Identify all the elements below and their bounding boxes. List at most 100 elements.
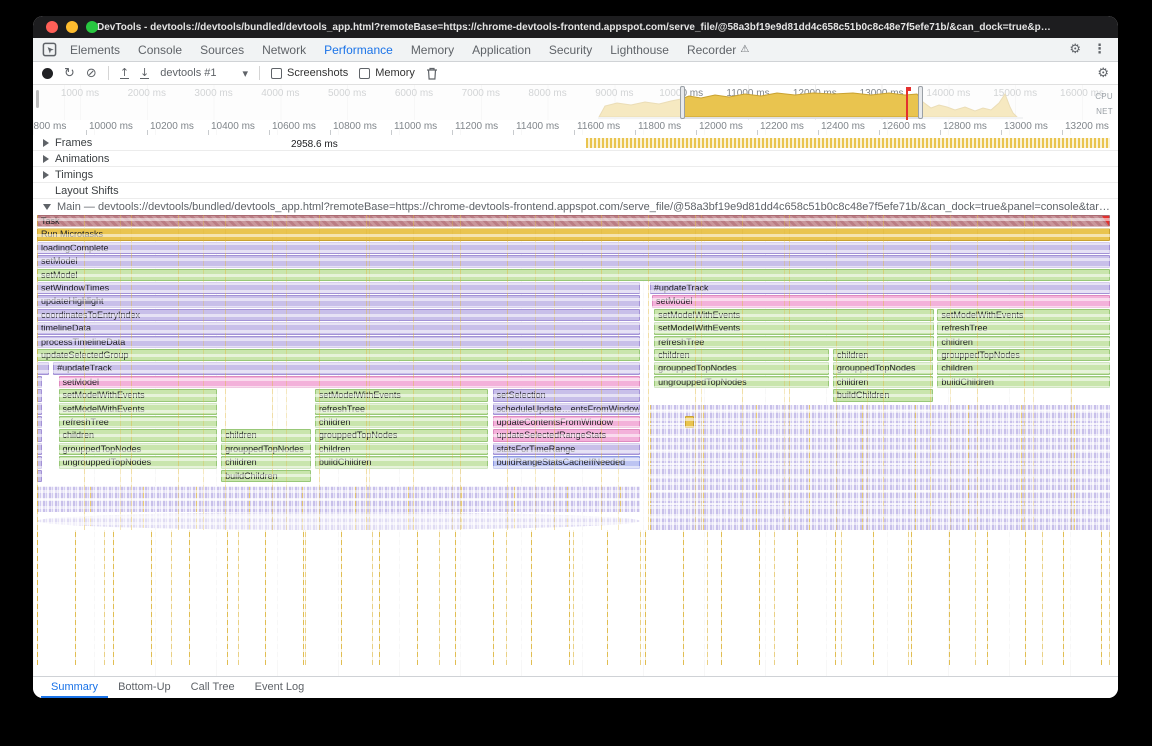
scrollbar-thumb[interactable] bbox=[36, 90, 39, 108]
flame-bar-grouppedtopnodes[interactable]: grouppedTopNodes bbox=[654, 362, 829, 375]
overview-handle-left[interactable] bbox=[680, 86, 685, 119]
reload-and-record-button[interactable]: ↻ bbox=[64, 65, 75, 81]
flame-bar-updateselectedgroup[interactable]: updateSelectedGroup bbox=[37, 349, 641, 362]
record-button[interactable] bbox=[42, 67, 53, 79]
flame-bar-children[interactable]: children bbox=[314, 416, 489, 429]
disclosure-triangle-icon[interactable] bbox=[43, 154, 49, 163]
flame-bar-setselection[interactable]: setSelection bbox=[492, 389, 641, 402]
flame-bar-loadingcomplete[interactable]: loadingComplete bbox=[37, 241, 1110, 255]
flame-dense-region[interactable] bbox=[37, 512, 641, 530]
tab-application[interactable]: Application bbox=[472, 42, 531, 57]
tab-lighthouse[interactable]: Lighthouse bbox=[610, 42, 669, 57]
track-frames[interactable]: Frames 2958.6 ms bbox=[33, 135, 1118, 151]
flame-bar-ungrouppedtopnodes[interactable]: ungrouppedTopNodes bbox=[654, 375, 829, 389]
flame-bar-coordinatestoentryindex[interactable]: coordinatesToEntryIndex bbox=[37, 308, 641, 322]
flame-bar-children[interactable]: children bbox=[654, 349, 829, 362]
flame-bar[interactable] bbox=[37, 362, 49, 375]
timeline-overview[interactable]: 1000 ms2000 ms3000 ms4000 ms5000 ms6000 … bbox=[33, 85, 1118, 121]
flame-bar-updatecontentsfromwindow[interactable]: updateContentsFromWindow bbox=[492, 416, 641, 429]
flame-bar-setwindowtimes[interactable]: setWindowTimes bbox=[37, 282, 641, 295]
flame-bar-statsfortimerange[interactable]: statsForTimeRange bbox=[492, 442, 641, 456]
flame-bar-buildchildren[interactable]: buildChildren bbox=[937, 375, 1110, 389]
inspect-element-button[interactable] bbox=[37, 39, 61, 61]
flame-bar-grouppedtopnodes[interactable]: grouppedTopNodes bbox=[58, 442, 217, 456]
trash-icon[interactable] bbox=[426, 67, 438, 80]
disclosure-triangle-icon[interactable] bbox=[43, 170, 49, 179]
tab-recorder[interactable]: Recorder ⚠ bbox=[686, 42, 750, 57]
capture-settings-gear-icon[interactable]: ⚙ bbox=[1097, 65, 1109, 81]
flame-bar[interactable] bbox=[37, 469, 43, 482]
flame-bar-setmodel[interactable]: setModel bbox=[37, 268, 1110, 281]
flame-bar-run-microtasks[interactable]: Run Microtasks bbox=[37, 228, 1110, 241]
flame-bar[interactable] bbox=[37, 429, 43, 442]
details-tab-summary[interactable]: Summary bbox=[41, 677, 109, 698]
tab-console[interactable]: Console bbox=[138, 42, 183, 57]
flame-bar-buildchildren[interactable]: buildChildren bbox=[314, 456, 489, 469]
flame-bar-grouppedtopnodes[interactable]: grouppedTopNodes bbox=[832, 362, 934, 375]
flame-bar[interactable] bbox=[37, 375, 43, 389]
flame-bar-grouppedtopnodes[interactable]: grouppedTopNodes bbox=[221, 442, 311, 456]
memory-checkbox[interactable] bbox=[359, 67, 371, 79]
profile-select[interactable]: devtools #1 ▾ bbox=[160, 67, 248, 80]
load-profile-button[interactable]: ↑ bbox=[119, 65, 130, 79]
flame-bar[interactable] bbox=[37, 416, 43, 429]
more-options-icon[interactable]: ⋮ bbox=[1093, 42, 1106, 57]
flame-bar-children[interactable]: children bbox=[832, 349, 934, 362]
details-tab-call-tree[interactable]: Call Tree bbox=[190, 681, 235, 693]
details-tab-bottom-up[interactable]: Bottom-Up bbox=[118, 681, 171, 693]
tab-network[interactable]: Network bbox=[262, 42, 307, 57]
flame-bar-updateselectedrangestats[interactable]: updateSelectedRangeStats bbox=[492, 429, 641, 442]
flame-bar-setmodel[interactable]: setModel bbox=[651, 295, 1110, 308]
disclosure-triangle-icon[interactable] bbox=[43, 138, 49, 147]
settings-gear-icon[interactable]: ⚙ bbox=[1069, 42, 1081, 57]
flame-bar-children[interactable]: children bbox=[937, 335, 1110, 348]
flame-bar-processtimelinedata[interactable]: processTimelineData bbox=[37, 335, 641, 348]
flame-bar-grouppedtopnodes[interactable]: grouppedTopNodes bbox=[314, 429, 489, 442]
flame-bar[interactable] bbox=[37, 442, 43, 456]
overview-handle-right[interactable] bbox=[918, 86, 923, 119]
flame-bar-setmodelwithevents[interactable]: setModelWithEvents bbox=[654, 322, 935, 335]
tab-security[interactable]: Security bbox=[548, 42, 593, 57]
flame-bar-setmodelwithevents[interactable]: setModelWithEvents bbox=[654, 308, 935, 322]
flame-bar-buildchildren[interactable]: buildChildren bbox=[832, 389, 934, 402]
track-layout-shifts[interactable]: Layout Shifts bbox=[33, 183, 1118, 199]
flame-bar-scheduleupdate-entsfromwindow[interactable]: scheduleUpdate…entsFromWindow bbox=[492, 402, 641, 415]
tab-memory[interactable]: Memory bbox=[410, 42, 455, 57]
flame-bar-buildchildren[interactable]: buildChildren bbox=[221, 469, 311, 482]
close-button[interactable] bbox=[46, 21, 58, 33]
flame-bar[interactable] bbox=[685, 416, 694, 429]
flame-bar-setmodelwithevents[interactable]: setModelWithEvents bbox=[937, 308, 1110, 322]
flame-bar-children[interactable]: children bbox=[832, 375, 934, 389]
flame-bar-refreshtree[interactable]: refreshTree bbox=[314, 402, 489, 415]
save-profile-button[interactable]: ↓ bbox=[140, 65, 150, 79]
clear-button[interactable]: ⊘ bbox=[85, 65, 97, 81]
flame-bar-setmodelwithevents[interactable]: setModelWithEvents bbox=[58, 389, 217, 402]
track-animations[interactable]: Animations bbox=[33, 151, 1118, 167]
flame-bar[interactable] bbox=[37, 402, 43, 415]
flame-bar-children[interactable]: children bbox=[314, 442, 489, 456]
tab-sources[interactable]: Sources bbox=[200, 42, 245, 57]
track-main-header[interactable]: Main — devtools://devtools/bundled/devto… bbox=[33, 199, 1118, 215]
flame-bar-task[interactable]: Task bbox=[37, 215, 1110, 228]
flame-bar-ungrouppedtopnodes[interactable]: ungrouppedTopNodes bbox=[58, 456, 217, 469]
flame-bar--updatetrack[interactable]: #updateTrack bbox=[649, 282, 1110, 295]
tab-elements[interactable]: Elements bbox=[70, 42, 121, 57]
flame-bar[interactable] bbox=[37, 389, 43, 402]
flame-dense-region[interactable] bbox=[37, 486, 641, 512]
flame-bar-buildrangestatscacheifneeded[interactable]: buildRangeStatsCacheIfNeeded bbox=[492, 456, 641, 469]
flame-bar-setmodel[interactable]: setModel bbox=[37, 255, 1110, 268]
flame-bar-setmodelwithevents[interactable]: setModelWithEvents bbox=[58, 402, 217, 415]
zoom-button[interactable] bbox=[86, 21, 98, 33]
tab-performance[interactable]: Performance bbox=[324, 42, 393, 57]
flame-bar-grouppedtopnodes[interactable]: grouppedTopNodes bbox=[937, 349, 1110, 362]
flame-bar-children[interactable]: children bbox=[58, 429, 217, 442]
flame-bar-children[interactable]: children bbox=[221, 456, 311, 469]
flame-bar-children[interactable]: children bbox=[221, 429, 311, 442]
flame-bar--updatetrack[interactable]: #updateTrack bbox=[53, 362, 641, 375]
disclosure-triangle-icon[interactable] bbox=[43, 204, 51, 210]
details-tab-event-log[interactable]: Event Log bbox=[254, 681, 305, 693]
flame-bar-children[interactable]: children bbox=[937, 362, 1110, 375]
flame-bar-setmodel[interactable]: setModel bbox=[58, 375, 641, 389]
flame-bar-refreshtree[interactable]: refreshTree bbox=[937, 322, 1110, 335]
track-timings[interactable]: Timings bbox=[33, 167, 1118, 183]
